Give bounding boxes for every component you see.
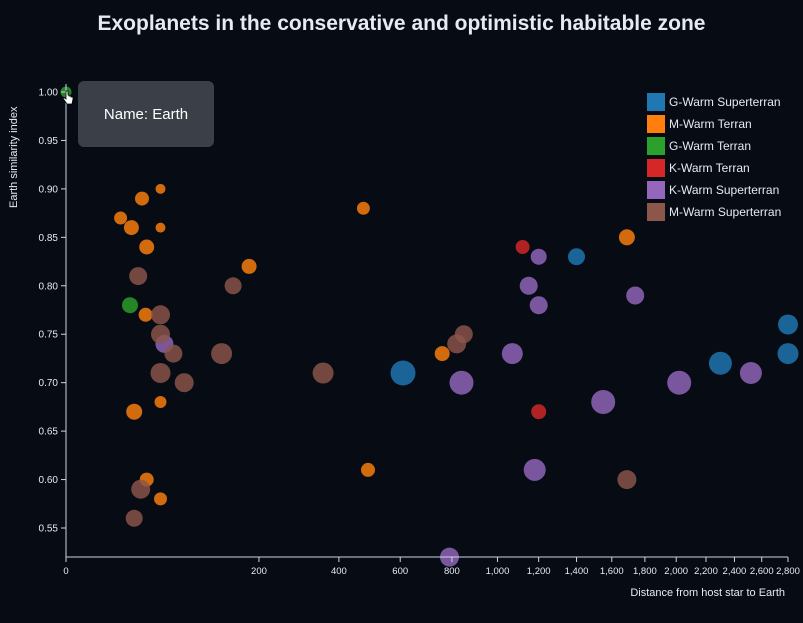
x-tick-label: 2,000 [664, 566, 688, 577]
legend-label: M-Warm Superterran [669, 205, 782, 219]
legend-label: K-Warm Superterran [669, 183, 780, 197]
data-point[interactable] [356, 201, 370, 215]
data-point[interactable] [530, 248, 547, 265]
legend-swatch [647, 93, 665, 111]
data-point[interactable] [568, 248, 585, 266]
y-tick-label: 0.90 [39, 184, 59, 195]
data-point[interactable] [777, 343, 799, 365]
data-point[interactable] [129, 267, 148, 286]
x-tick-label: 2,600 [750, 566, 774, 577]
hand-cursor-icon [62, 90, 74, 105]
data-point[interactable] [211, 343, 233, 365]
legend-label: K-Warm Terran [669, 161, 750, 175]
data-point[interactable] [155, 183, 166, 194]
legend-item[interactable]: K-Warm Superterran [647, 179, 781, 201]
legend-label: G-Warm Superterran [669, 95, 781, 109]
data-point[interactable] [390, 360, 416, 386]
data-point[interactable] [708, 351, 732, 375]
legend-swatch [647, 203, 665, 221]
x-axis-label: Distance from host star to Earth [630, 587, 785, 599]
x-tick-label: 1,400 [565, 566, 589, 577]
axes: 0.55 0.60 0.65 0.70 0.75 0.80 0.85 0.90 0.95 1.00… [39, 84, 800, 577]
y-tick-label: 1.00 [39, 88, 59, 99]
tooltip: Name: Earth [78, 81, 214, 147]
y-tick-label: 0.55 [39, 524, 59, 535]
data-point[interactable] [241, 258, 257, 274]
y-tick-label: 0.95 [39, 136, 59, 147]
x-tick-label: 0 [63, 566, 68, 577]
data-point[interactable] [224, 277, 242, 295]
data-point[interactable] [164, 344, 183, 363]
data-point[interactable] [434, 346, 450, 362]
legend-label: G-Warm Terran [669, 139, 752, 153]
data-point[interactable] [519, 276, 538, 295]
plot-points [60, 86, 799, 567]
legend-item[interactable]: M-Warm Superterran [647, 201, 781, 223]
data-point[interactable] [312, 362, 334, 384]
x-tick-label: 400 [331, 566, 347, 577]
x-tick-label: 1,000 [486, 566, 510, 577]
data-point[interactable] [122, 297, 138, 314]
data-point[interactable] [626, 286, 645, 305]
x-tick-label: 2,800 [776, 566, 800, 577]
data-point[interactable] [591, 390, 616, 414]
x-tick-label: 200 [251, 566, 267, 577]
x-tick-label: 2,400 [723, 566, 747, 577]
data-point[interactable] [154, 396, 167, 408]
data-point[interactable] [150, 363, 171, 383]
legend: G-Warm Superterran M-Warm Terran G-Warm Te… [647, 91, 781, 223]
legend-swatch [647, 137, 665, 155]
data-point[interactable] [139, 239, 155, 255]
y-axis-label: Earth similarity index [8, 106, 20, 208]
data-point[interactable] [126, 403, 143, 420]
data-point[interactable] [114, 211, 128, 225]
legend-label: M-Warm Terran [669, 117, 752, 131]
data-point[interactable] [617, 470, 637, 490]
data-point[interactable] [667, 370, 692, 395]
data-point[interactable] [531, 404, 547, 420]
x-tick-label: 2,200 [694, 566, 718, 577]
x-tick-label: 1,200 [527, 566, 551, 577]
data-point[interactable] [174, 373, 194, 393]
data-point[interactable] [154, 492, 167, 506]
chart-title: Exoplanets in the conservative and optim… [97, 12, 706, 35]
data-point[interactable] [138, 307, 153, 322]
y-tick-label: 0.85 [39, 233, 59, 244]
data-point[interactable] [151, 305, 170, 325]
data-point[interactable] [449, 370, 474, 395]
y-tick-label: 0.80 [39, 281, 59, 292]
data-point[interactable] [501, 343, 523, 365]
legend-item[interactable]: G-Warm Superterran [647, 91, 781, 113]
data-point[interactable] [361, 462, 375, 477]
data-point[interactable] [739, 362, 762, 384]
data-point[interactable] [135, 191, 149, 206]
y-tick-label: 0.65 [39, 427, 59, 438]
x-tick-label: 600 [392, 566, 408, 577]
data-point[interactable] [618, 229, 635, 246]
data-point[interactable] [454, 325, 473, 344]
data-point[interactable] [155, 222, 166, 233]
data-point[interactable] [131, 479, 151, 499]
legend-swatch [647, 159, 665, 177]
y-tick-label: 0.70 [39, 378, 59, 389]
legend-item[interactable]: K-Warm Terran [647, 157, 781, 179]
data-point[interactable] [125, 509, 143, 527]
x-tick-label: 1,600 [600, 566, 624, 577]
legend-item[interactable]: M-Warm Terran [647, 113, 781, 135]
legend-swatch [647, 181, 665, 199]
legend-item[interactable]: G-Warm Terran [647, 135, 781, 157]
data-point[interactable] [123, 220, 139, 236]
x-tick-label: 800 [444, 566, 460, 577]
y-tick-label: 0.60 [39, 475, 59, 486]
data-point[interactable] [778, 314, 798, 335]
y-tick-label: 0.75 [39, 330, 59, 341]
data-point[interactable] [515, 240, 530, 254]
data-point[interactable] [529, 296, 548, 315]
data-point[interactable] [151, 324, 170, 344]
legend-swatch [647, 115, 665, 133]
data-point[interactable] [523, 458, 546, 481]
x-tick-label: 1,800 [633, 566, 657, 577]
